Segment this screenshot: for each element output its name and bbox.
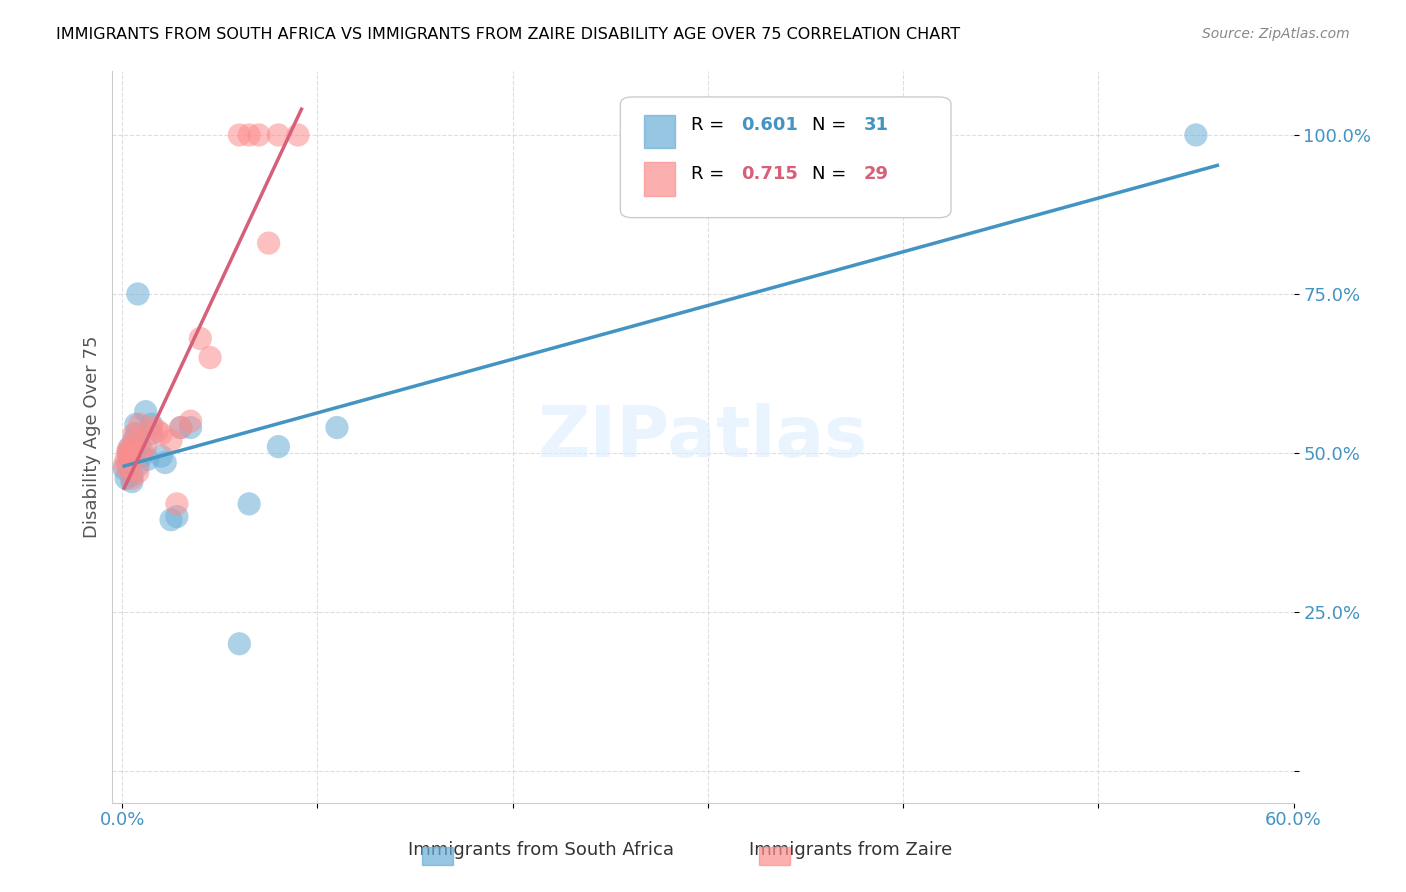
Point xyxy=(135,440,157,454)
Point xyxy=(170,420,193,434)
Point xyxy=(141,420,163,434)
Point xyxy=(188,331,211,345)
Point xyxy=(125,417,148,432)
Text: Immigrants from Zaire: Immigrants from Zaire xyxy=(749,840,952,858)
Y-axis label: Disability Age Over 75: Disability Age Over 75 xyxy=(83,335,101,539)
Point xyxy=(287,128,309,142)
Point xyxy=(180,414,202,428)
Point xyxy=(1185,128,1208,142)
Point xyxy=(166,509,188,524)
Text: Source: ZipAtlas.com: Source: ZipAtlas.com xyxy=(1202,27,1350,41)
Point xyxy=(128,417,150,432)
Point xyxy=(128,440,150,454)
Point xyxy=(122,434,145,448)
Point xyxy=(326,420,349,434)
Point xyxy=(117,442,139,457)
Bar xyxy=(644,114,675,148)
Text: 0.715: 0.715 xyxy=(741,165,797,183)
Text: R =: R = xyxy=(692,116,730,134)
Text: N =: N = xyxy=(811,116,852,134)
Point xyxy=(160,513,183,527)
Point xyxy=(267,440,290,454)
Point xyxy=(170,420,193,434)
Text: 0.0%: 0.0% xyxy=(100,811,145,829)
Point xyxy=(150,449,173,463)
Point xyxy=(122,426,145,441)
Point xyxy=(238,497,260,511)
Point xyxy=(118,440,141,454)
Text: ZIPatlas: ZIPatlas xyxy=(538,402,868,472)
Point xyxy=(127,287,149,301)
Point xyxy=(153,456,176,470)
Point xyxy=(198,351,221,365)
Point xyxy=(117,446,139,460)
Point xyxy=(127,465,149,479)
Point xyxy=(228,128,250,142)
Point xyxy=(112,462,135,476)
Point xyxy=(122,442,145,457)
Point xyxy=(141,417,163,432)
Point xyxy=(118,449,141,463)
Point xyxy=(135,404,157,418)
Point xyxy=(118,462,141,476)
Point xyxy=(112,458,135,473)
Text: 0.601: 0.601 xyxy=(741,116,797,134)
Point xyxy=(160,434,183,448)
Point xyxy=(166,497,188,511)
Point xyxy=(125,434,148,448)
Point xyxy=(121,440,143,454)
Point xyxy=(121,475,143,489)
Point xyxy=(150,426,173,441)
FancyBboxPatch shape xyxy=(620,97,950,218)
Text: R =: R = xyxy=(692,165,730,183)
Point xyxy=(131,449,153,463)
Text: 60.0%: 60.0% xyxy=(1265,811,1322,829)
Text: 31: 31 xyxy=(863,116,889,134)
Point xyxy=(118,452,141,467)
Point xyxy=(247,128,270,142)
Text: IMMIGRANTS FROM SOUTH AFRICA VS IMMIGRANTS FROM ZAIRE DISABILITY AGE OVER 75 COR: IMMIGRANTS FROM SOUTH AFRICA VS IMMIGRAN… xyxy=(56,27,960,42)
Point xyxy=(141,426,163,441)
Point xyxy=(131,442,153,457)
Point xyxy=(228,637,250,651)
Point xyxy=(180,420,202,434)
Point xyxy=(127,458,149,473)
Point xyxy=(146,424,169,438)
Text: N =: N = xyxy=(811,165,852,183)
Point xyxy=(238,128,260,142)
Text: Immigrants from South Africa: Immigrants from South Africa xyxy=(408,840,675,858)
Bar xyxy=(644,162,675,195)
Text: 29: 29 xyxy=(863,165,889,183)
Point xyxy=(267,128,290,142)
Point xyxy=(117,458,139,473)
Point xyxy=(257,236,280,251)
Point xyxy=(115,452,138,467)
Point xyxy=(125,426,148,441)
Point xyxy=(115,471,138,485)
Point xyxy=(136,452,159,467)
Point xyxy=(121,471,143,485)
Point xyxy=(121,468,143,483)
Point xyxy=(117,446,139,460)
